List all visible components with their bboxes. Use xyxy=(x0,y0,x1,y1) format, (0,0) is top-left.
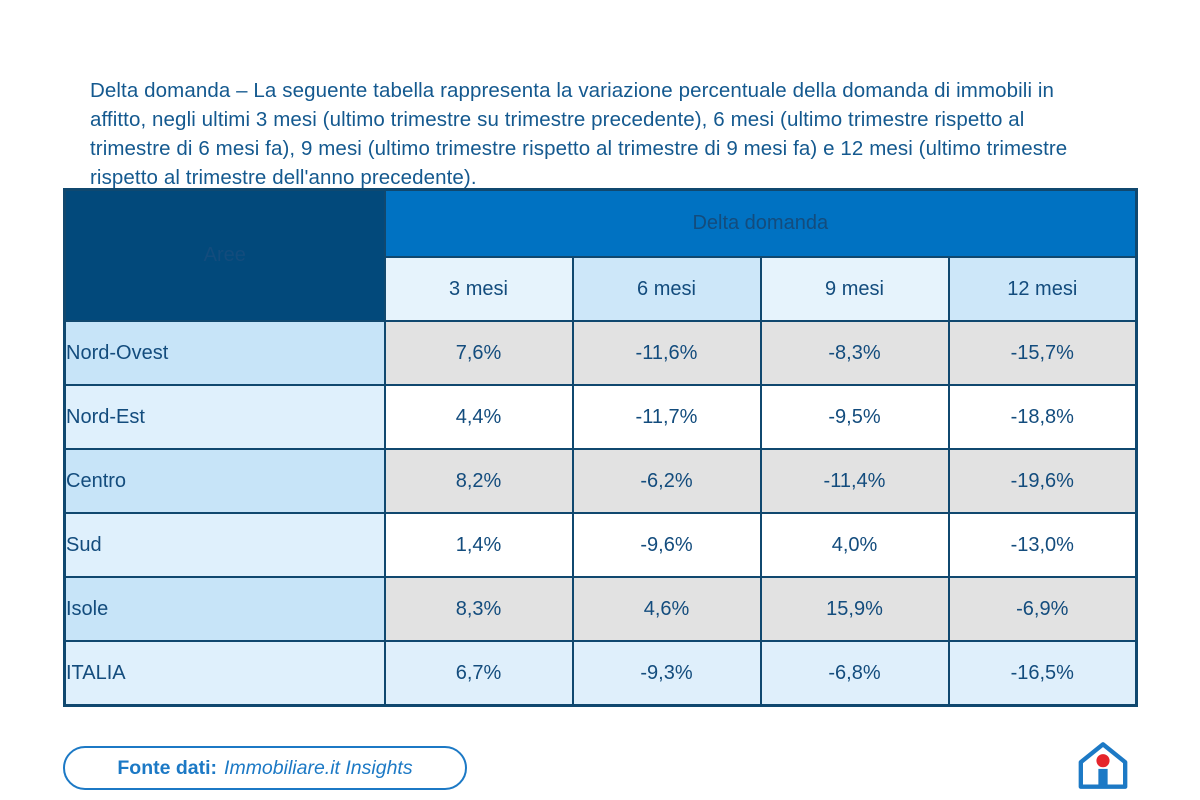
table-row-centro: Centro 8,2% -6,2% -11,4% -19,6% xyxy=(63,448,1138,514)
row-label: Nord-Est xyxy=(63,384,386,450)
intro-paragraph: Delta domanda – La seguente tabella rapp… xyxy=(90,78,1068,189)
value-cell: 4,6% xyxy=(571,576,762,642)
value-cell: 6,7% xyxy=(383,640,574,707)
value-cell: -11,4% xyxy=(759,448,950,514)
table-row-isole: Isole 8,3% 4,6% 15,9% -6,9% xyxy=(63,576,1138,642)
value-cell: 15,9% xyxy=(759,576,950,642)
delta-domanda-table: Aree Delta domanda 3 mesi 6 mesi 9 mesi … xyxy=(63,188,1139,707)
column-header-6-mesi: 6 mesi xyxy=(571,256,762,322)
table-row-nord-est: Nord-Est 4,4% -11,7% -9,5% -18,8% xyxy=(63,384,1138,450)
value-cell: 4,0% xyxy=(759,512,950,578)
table-container: Aree Delta domanda 3 mesi 6 mesi 9 mesi … xyxy=(63,188,1139,707)
table-row-nord-ovest: Nord-Ovest 7,6% -11,6% -8,3% -15,7% xyxy=(63,320,1138,386)
row-label: Isole xyxy=(63,576,386,642)
value-cell: -6,9% xyxy=(947,576,1138,642)
value-cell: -18,8% xyxy=(947,384,1138,450)
immobiliare-house-icon xyxy=(1076,739,1130,793)
value-cell: 4,4% xyxy=(383,384,574,450)
value-cell: -9,5% xyxy=(759,384,950,450)
group-header-row: Aree Delta domanda xyxy=(63,188,1138,322)
column-header-12-mesi: 12 mesi xyxy=(947,256,1138,322)
value-cell: 7,6% xyxy=(383,320,574,386)
value-cell: -8,3% xyxy=(759,320,950,386)
value-cell: 8,3% xyxy=(383,576,574,642)
value-cell: -16,5% xyxy=(947,640,1138,707)
value-cell: 1,4% xyxy=(383,512,574,578)
value-cell: -15,7% xyxy=(947,320,1138,386)
table-row-sud: Sud 1,4% -9,6% 4,0% -13,0% xyxy=(63,512,1138,578)
value-cell: 8,2% xyxy=(383,448,574,514)
value-cell: -9,3% xyxy=(571,640,762,707)
value-cell: -6,8% xyxy=(759,640,950,707)
data-source-badge: Fonte dati: Immobiliare.it Insights xyxy=(63,746,467,790)
value-cell: -11,6% xyxy=(571,320,762,386)
value-cell: -11,7% xyxy=(571,384,762,450)
column-header-3-mesi: 3 mesi xyxy=(383,256,574,322)
table-row-italia: ITALIA 6,7% -9,3% -6,8% -16,5% xyxy=(63,640,1138,707)
value-cell: -19,6% xyxy=(947,448,1138,514)
source-label: Fonte dati: xyxy=(117,756,218,779)
column-header-row: 3 mesi 6 mesi 9 mesi 12 mesi xyxy=(65,256,1138,322)
row-label: Nord-Ovest xyxy=(63,320,386,386)
value-cell: -13,0% xyxy=(947,512,1138,578)
row-label: ITALIA xyxy=(63,640,386,707)
row-label: Centro xyxy=(63,448,386,514)
row-header-aree: Aree xyxy=(63,188,386,322)
column-header-9-mesi: 9 mesi xyxy=(759,256,950,322)
value-cell: -9,6% xyxy=(571,512,762,578)
group-header-delta-domanda: Delta domanda xyxy=(383,188,1138,258)
row-label: Sud xyxy=(63,512,386,578)
source-value: Immobiliare.it Insights xyxy=(224,756,413,779)
value-cell: -6,2% xyxy=(571,448,762,514)
